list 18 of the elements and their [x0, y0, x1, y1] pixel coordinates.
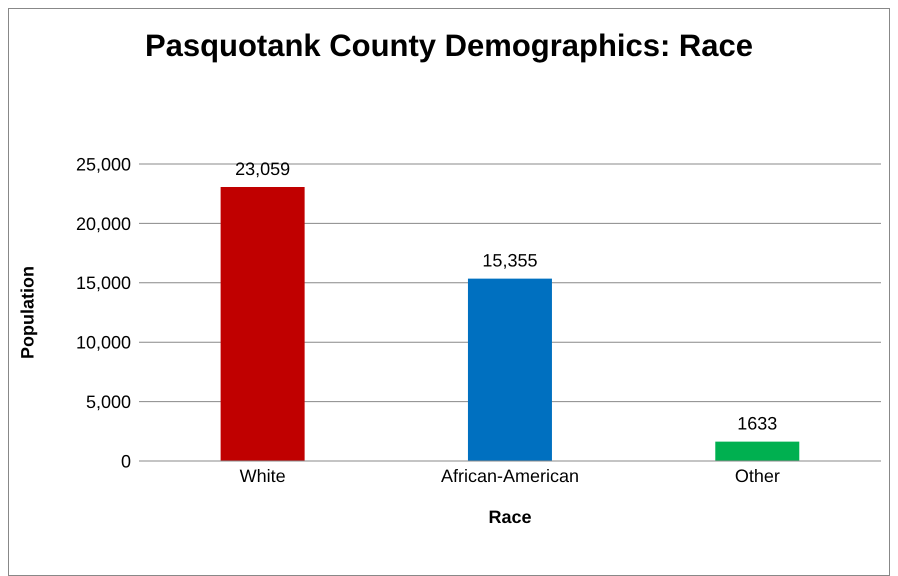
y-axis-title: Population	[17, 266, 38, 359]
data-label: 23,059	[235, 159, 290, 180]
bar	[715, 442, 800, 461]
bar	[220, 187, 305, 461]
data-label: 1633	[737, 414, 778, 434]
x-tick-label: Other	[734, 466, 780, 486]
data-label: 15,355	[482, 250, 538, 271]
y-tick-label: 5,000	[86, 392, 131, 412]
x-axis-title: Race	[488, 507, 532, 527]
bar	[468, 278, 552, 461]
y-tick-label: 0	[120, 451, 131, 472]
x-tick-label: African-American	[440, 466, 580, 486]
chart-title: Pasquotank County Demographics: Race	[144, 27, 754, 65]
y-tick-label: 15,000	[76, 273, 131, 294]
y-tick-label: 25,000	[76, 154, 131, 174]
y-tick-label: 20,000	[76, 214, 131, 234]
x-tick-label: White	[240, 466, 286, 486]
y-tick-label: 10,000	[76, 332, 131, 353]
